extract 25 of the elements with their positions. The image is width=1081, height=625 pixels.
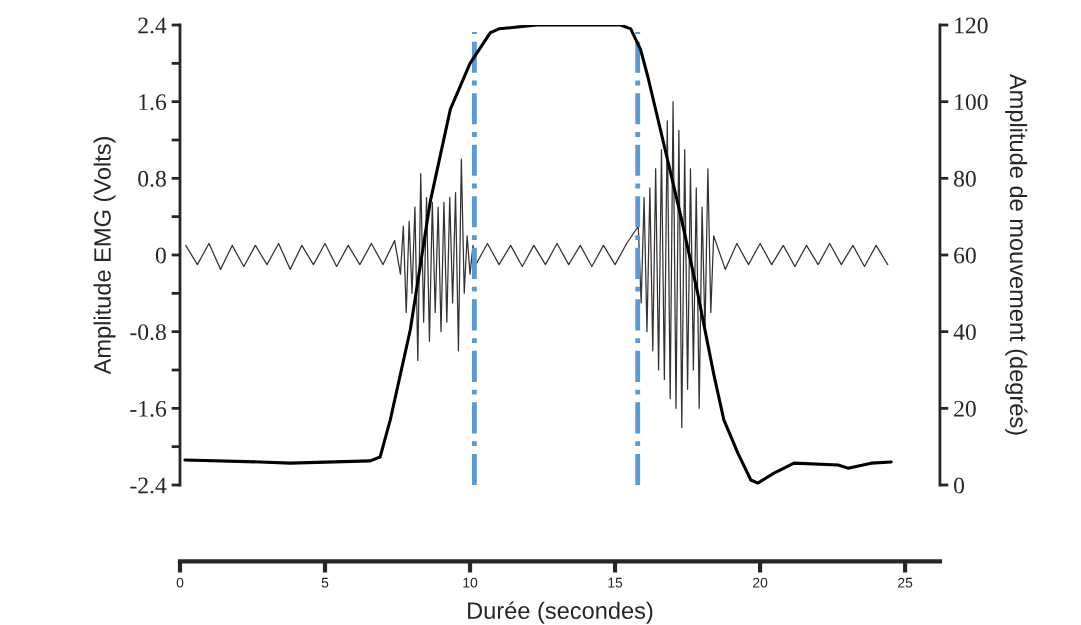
y2-tick-label: 60 <box>954 247 976 264</box>
x-tick-label: 0 <box>176 577 184 588</box>
x-tick-label: 10 <box>463 577 478 588</box>
y-tick-label: 1.6 <box>139 94 167 111</box>
y2-axis-title: Amplitude de mouvement (degrés) <box>1005 73 1028 435</box>
x-tick-label: 5 <box>321 577 329 588</box>
line-series <box>185 101 889 429</box>
x-tick-label: 15 <box>608 577 623 588</box>
y2-tick-label: 20 <box>954 400 976 417</box>
y-tick-label: -1.6 <box>130 400 167 417</box>
x-tick-label: 25 <box>898 577 913 588</box>
y-tick-label: 2.4 <box>138 17 167 34</box>
x-tick-label: 20 <box>753 577 768 588</box>
y-tick-label: -2.4 <box>130 477 167 494</box>
y2-tick-label: 0 <box>954 477 965 494</box>
y2-tick-label: 80 <box>954 170 976 187</box>
y2-tick-label: 40 <box>953 324 976 341</box>
y-tick-label: -0.8 <box>130 324 166 341</box>
y2-tick-label: 120 <box>955 17 988 34</box>
y-tick-label: 0.8 <box>138 170 166 187</box>
line-series <box>183 25 893 485</box>
y-tick-label: 0 <box>155 247 166 264</box>
y-axis-title: Amplitude EMG (Volts) <box>93 137 116 375</box>
y2-tick-label: 100 <box>955 94 988 111</box>
x-axis-title: Durée (secondes) <box>468 601 653 624</box>
